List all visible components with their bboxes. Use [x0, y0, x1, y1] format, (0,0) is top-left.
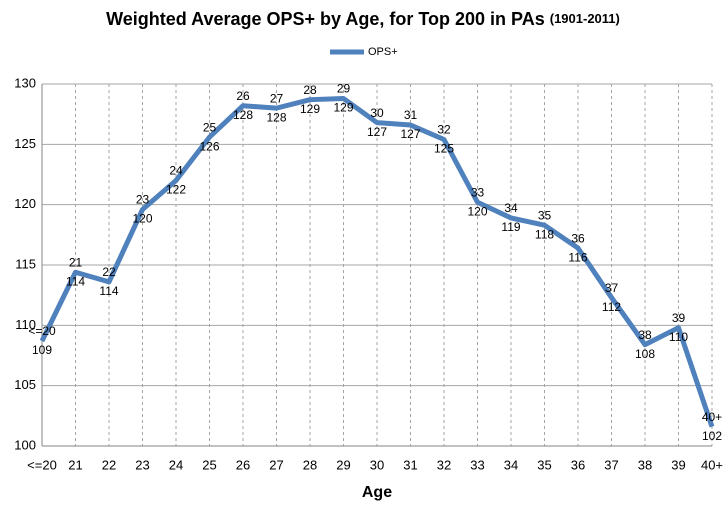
x-tick-label: <=20 [27, 457, 57, 472]
x-tick-label: 32 [437, 457, 451, 472]
x-tick-label: 37 [604, 457, 618, 472]
data-label-value: 125 [434, 142, 454, 156]
data-label-category: 28 [303, 83, 317, 97]
x-tick-label: 29 [336, 457, 350, 472]
x-tick-label: 26 [236, 457, 250, 472]
data-label-value: 116 [568, 250, 587, 264]
y-tick-label: 120 [14, 196, 36, 211]
y-tick-label: 130 [14, 75, 36, 90]
data-label-category: 25 [203, 120, 217, 134]
x-tick-label: 36 [571, 457, 585, 472]
data-label-category: 24 [169, 164, 183, 178]
x-tick-label: 35 [537, 457, 551, 472]
x-tick-label: 22 [102, 457, 116, 472]
y-tick-label: 105 [14, 377, 36, 392]
data-label-value: 114 [66, 274, 85, 288]
x-axis-title: Age [362, 484, 392, 501]
data-label-category: 27 [270, 91, 284, 105]
data-label-value: 126 [199, 139, 219, 153]
data-label-category: 39 [672, 311, 686, 325]
legend-label: OPS+ [368, 46, 398, 58]
data-label-value: 127 [400, 127, 420, 141]
data-label-value: 128 [233, 108, 253, 122]
chart-title: Weighted Average OPS+ by Age, for Top 20… [106, 9, 620, 29]
data-label-category: 21 [69, 255, 83, 269]
x-tick-label: 27 [269, 457, 283, 472]
x-tick-label: 30 [370, 457, 384, 472]
x-tick-label: 39 [671, 457, 685, 472]
data-label-value: 128 [266, 110, 286, 124]
x-tick-label: 28 [303, 457, 317, 472]
data-label-value: 109 [32, 343, 52, 357]
data-label-value: 120 [467, 204, 487, 218]
x-tick-label: 38 [638, 457, 652, 472]
x-tick-label: 25 [202, 457, 216, 472]
data-label-category: 40+ [702, 410, 722, 424]
title-main: Weighted Average OPS+ by Age, for Top 20… [106, 9, 545, 29]
data-label-category: 38 [638, 328, 652, 342]
data-label-value: 114 [99, 284, 118, 298]
data-label-category: 29 [337, 82, 351, 96]
data-label-value: 118 [535, 227, 554, 241]
y-tick-label: 110 [15, 317, 36, 332]
y-tick-label: 100 [14, 437, 36, 452]
data-label-category: 37 [605, 281, 619, 295]
data-label-value: 119 [501, 220, 520, 234]
data-label-value: 108 [635, 347, 655, 361]
data-label-category: 26 [236, 89, 250, 103]
x-tick-label: 33 [470, 457, 484, 472]
title-note: (1901-2011) [550, 11, 620, 26]
data-label-category: 34 [504, 201, 518, 215]
data-label-category: 35 [538, 208, 552, 222]
x-tick-label: 40+ [701, 457, 723, 472]
x-tick-label: 21 [68, 457, 82, 472]
data-label-category: 32 [437, 123, 451, 137]
data-label-category: 33 [471, 185, 485, 199]
data-label-category: 36 [571, 231, 585, 245]
x-tick-label: 23 [135, 457, 149, 472]
data-label-value: 127 [367, 125, 387, 139]
data-label-category: 31 [404, 108, 418, 122]
data-label-value: 129 [333, 101, 353, 115]
data-label-value: 120 [132, 212, 152, 226]
data-label-category: 30 [370, 106, 384, 120]
data-label-value: 122 [166, 183, 186, 197]
data-label-category: 22 [102, 265, 116, 279]
x-tick-label: 34 [504, 457, 518, 472]
data-label-value: 110 [669, 330, 688, 344]
data-label-category: <=20 [28, 324, 56, 338]
y-tick-label: 115 [15, 256, 36, 271]
x-tick-label: 31 [403, 457, 417, 472]
data-label-value: 129 [300, 102, 320, 116]
data-label-value: 102 [702, 429, 722, 443]
y-tick-label: 125 [14, 136, 36, 151]
data-label-category: 23 [136, 193, 150, 207]
x-tick-label: 24 [169, 457, 183, 472]
series-line [39, 95, 715, 428]
data-label-value: 112 [602, 300, 621, 314]
